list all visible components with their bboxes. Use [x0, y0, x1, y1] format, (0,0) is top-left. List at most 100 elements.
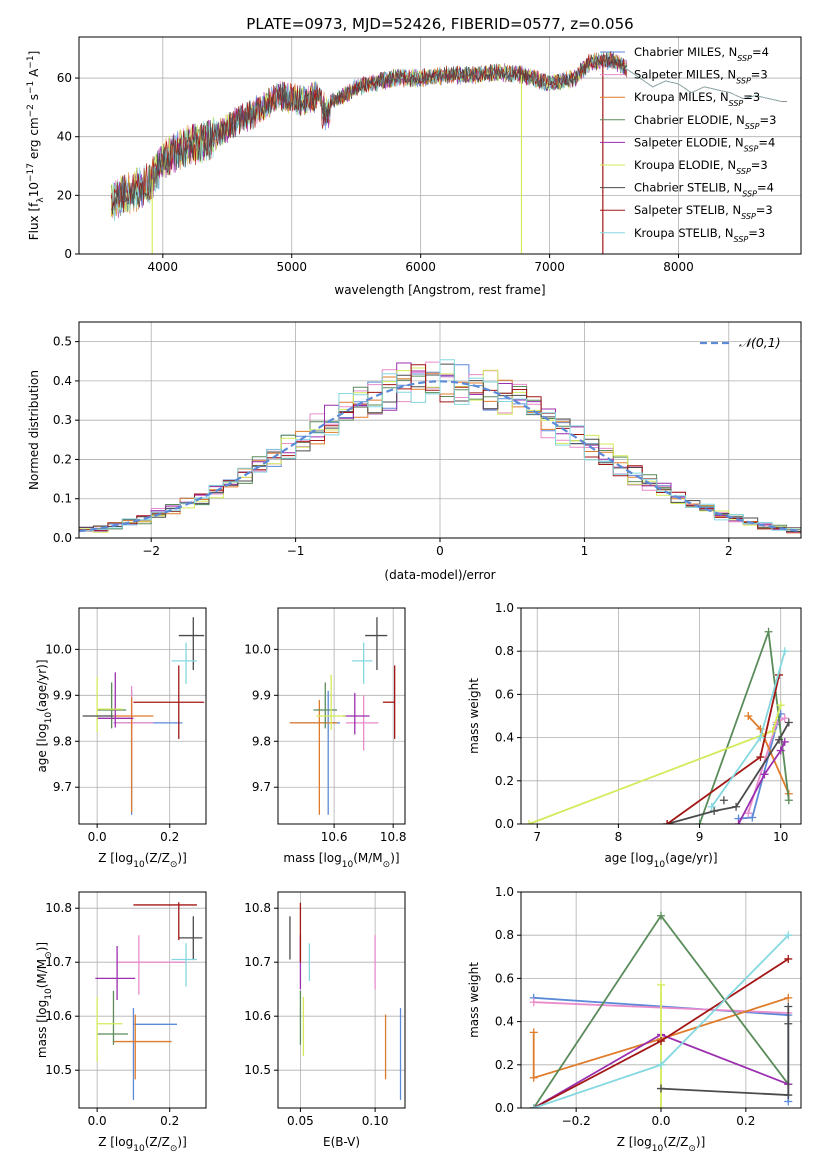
y-tick-label: 9.9	[53, 688, 72, 702]
spectrum-line	[110, 51, 628, 215]
error-bar-point	[97, 682, 127, 729]
weight-series	[695, 627, 793, 824]
normal-reference-curve	[79, 380, 801, 533]
plot-area	[529, 911, 793, 1108]
legend-tail: =3	[760, 113, 777, 127]
weight-line	[528, 704, 782, 824]
weight-marker	[756, 733, 765, 742]
label-part: )]	[390, 851, 399, 865]
legend-sub: SSP	[736, 167, 751, 176]
weight-marker	[695, 820, 704, 824]
x-tick-label: 9	[696, 830, 704, 844]
label-part: age [log	[35, 723, 49, 772]
label-part: 10	[654, 860, 666, 870]
chart-panel: −2 −1 0 1 2 0.0 0.1 0.2 0.3 0.4 0.5 (data-model)/er…	[27, 321, 802, 582]
y-tick-label: 0.6	[495, 687, 514, 701]
weight-marker	[760, 770, 769, 779]
weight-line	[737, 741, 786, 824]
label-part: 10	[44, 988, 54, 1000]
label-part: 10	[133, 860, 145, 870]
label-part: 10	[342, 860, 354, 870]
plot-area	[95, 902, 203, 1100]
error-bar-point	[342, 693, 370, 735]
x-tick-label: 0.10	[362, 1114, 389, 1128]
error-bar-point	[133, 902, 197, 941]
label-part: )]	[177, 1135, 186, 1149]
histogram-series	[79, 364, 801, 531]
x-tick-label: 0.0	[88, 830, 107, 844]
y-tick-label: 40	[57, 130, 72, 144]
axes-frame	[78, 607, 207, 825]
x-axis-label: age [log10(age/yr)]	[604, 851, 717, 870]
legend-tail: =3	[743, 90, 760, 104]
label-part: A	[27, 68, 41, 81]
y-tick-label: 9.7	[53, 780, 72, 794]
weight-marker	[780, 647, 789, 656]
x-tick-label: 0.0	[88, 1114, 107, 1128]
x-tick-label: 5000	[276, 260, 307, 274]
weight-marker	[529, 1028, 538, 1037]
weight-marker	[768, 727, 777, 736]
weight-marker	[784, 718, 793, 727]
y-tick-label: 0.0	[495, 1101, 514, 1115]
legend-sub: SSP	[736, 76, 751, 85]
label-part: ⊙	[44, 951, 54, 959]
y-tick-label: 10.5	[244, 1063, 271, 1077]
error-bar-point	[382, 665, 396, 739]
x-axis-label: Z [log10(Z/Z⊙)]	[98, 1135, 187, 1154]
plot-area	[82, 617, 205, 815]
weight-marker	[529, 1104, 538, 1108]
y-tick-label: 60	[57, 71, 72, 85]
label-part: ⊙	[688, 1144, 696, 1154]
axes-frame	[277, 607, 406, 825]
x-tick-label: 0.2	[160, 830, 179, 844]
weight-marker	[734, 820, 743, 824]
x-tick-label: 0	[436, 544, 444, 558]
plot-area	[289, 617, 396, 815]
label-part: (M/M	[35, 959, 49, 988]
label-part: −1	[26, 81, 36, 94]
weight-marker	[756, 753, 765, 762]
label-part: ⊙	[383, 860, 391, 870]
y-tick-label: 1.0	[495, 885, 514, 899]
legend-tail: =4	[757, 181, 774, 195]
y-tick-label: 0	[64, 247, 72, 261]
chart-panel: 10.6 10.8 9.7 9.8 9.9 10.0 mass [log10(M/M⊙)]	[244, 607, 407, 870]
error-bar-point	[289, 699, 338, 815]
error-bar-point	[171, 943, 197, 987]
plot-area	[110, 51, 787, 254]
legend-label: Salpeter ELODIE, NSSP=4	[634, 135, 775, 153]
y-tick-label: 20	[57, 188, 72, 202]
error-bar-point	[351, 642, 373, 684]
axes-frame	[277, 891, 406, 1109]
legend-label: Kroupa STELIB, NSSP=3	[634, 226, 765, 244]
x-axis-label: E(B-V)	[323, 1135, 360, 1149]
legend-tail: =4	[752, 45, 769, 59]
y-tick-label: 9.8	[53, 734, 72, 748]
y-axis-label: age [log10(age/yr)]	[35, 659, 54, 772]
weight-marker	[657, 1104, 665, 1108]
weight-marker	[719, 796, 728, 805]
y-axis-label: Normed distribution	[27, 370, 41, 490]
weight-line	[660, 1006, 790, 1096]
weight-marker	[784, 931, 793, 940]
error-bar-point	[316, 674, 346, 730]
weight-marker	[657, 911, 665, 920]
y-axis-label: mass weight	[467, 962, 481, 1038]
legend-label: 𝒩(0,1)	[739, 335, 781, 350]
chart-panel: −0.2 0.0 0.2 0.0 0.2 0.4 0.6 0.8 1.0 Z [log10(Z/Z…	[467, 885, 802, 1154]
legend-label: Chabrier MILES, NSSP=4	[634, 45, 769, 63]
weight-marker	[764, 627, 773, 636]
x-tick-label: −0.2	[562, 1114, 591, 1128]
legend-label: Salpeter MILES, NSSP=3	[634, 68, 768, 86]
legend-name: Salpeter STELIB, N	[634, 203, 741, 217]
label-part: (age/yr)]	[35, 659, 49, 711]
y-tick-label: 10.6	[244, 1009, 271, 1023]
label-part: −2	[26, 104, 36, 117]
legend-sub: SSP	[744, 144, 759, 153]
weight-marker	[529, 998, 538, 1007]
y-tick-label: 0.6	[495, 971, 514, 985]
spectrum-line	[626, 69, 787, 102]
weight-series	[734, 737, 789, 824]
